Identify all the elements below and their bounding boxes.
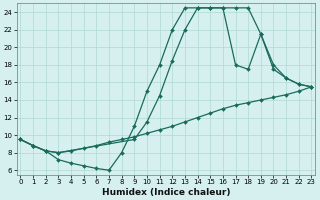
X-axis label: Humidex (Indice chaleur): Humidex (Indice chaleur) <box>102 188 230 197</box>
